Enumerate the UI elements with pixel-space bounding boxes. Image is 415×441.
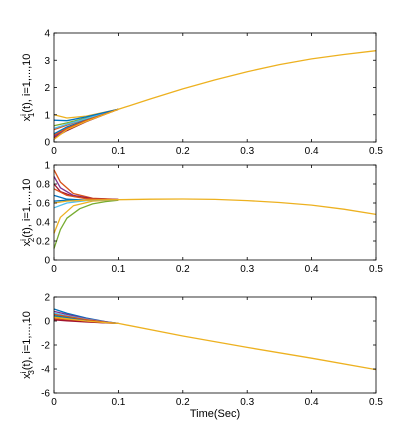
x-axis-label: Time(Sec) <box>190 408 240 420</box>
y-tick-label: 2 <box>44 83 50 94</box>
y-tick-label: 0 <box>44 256 50 267</box>
y-tick-label: 0.2 <box>36 237 50 248</box>
x-tick-label: 0.1 <box>111 146 125 157</box>
y-tick-label: 3 <box>44 56 50 67</box>
y-tick-label: 0 <box>44 317 50 328</box>
y-tick-label: 4 <box>44 29 50 40</box>
x-tick-label: 0.3 <box>240 146 254 157</box>
y-axis-label-2: xi2(t), i=1,...,10 <box>19 179 36 247</box>
y-tick-label: 1 <box>44 161 50 172</box>
x-tick-label: 0.4 <box>305 264 319 275</box>
y-tick-label: -2 <box>41 341 50 352</box>
x-tick-label: 0.1 <box>111 264 125 275</box>
x-tick-label: 0.5 <box>369 397 383 408</box>
y-tick-label: 0.4 <box>36 218 50 229</box>
y-tick-label: -4 <box>41 365 50 376</box>
series-line-3-10 <box>53 316 377 371</box>
y-tick-label: -6 <box>41 389 50 400</box>
axes-frame-1 <box>53 32 377 143</box>
subplot-1: 0 0.1 0.2 0.3 0.4 0.5 0 1 2 3 4 xi1(t), i=1,...,10 <box>19 29 383 158</box>
x-tick-label: 0.1 <box>111 397 125 408</box>
x-tick-label: 0.5 <box>369 264 383 275</box>
y-tick-label: 0 <box>44 138 50 149</box>
y-axis-label-3: xi3(t), i=1,...,10 <box>19 311 36 379</box>
series-line-1-10 <box>53 50 377 140</box>
y-axis-label-1: xi1(t), i=1,...,10 <box>19 54 36 122</box>
axes-frame-2 <box>53 164 377 261</box>
y-tick-label: 1 <box>44 110 50 121</box>
series-line-2-9 <box>53 188 119 201</box>
x-tick-label: 0 <box>51 264 57 275</box>
x-tick-label: 0.4 <box>305 146 319 157</box>
series-line-2-5 <box>53 199 119 249</box>
series-line-2-4 <box>53 176 119 201</box>
x-tick-label: 0.3 <box>240 264 254 275</box>
y-tick-label: 2 <box>44 293 50 304</box>
x-tick-label: 0.2 <box>176 146 190 157</box>
x-tick-label: 0 <box>51 397 57 408</box>
subplot-2: 0 0.1 0.2 0.3 0.4 0.5 0 0.2 0.4 0.6 0.8 1 xi2(t), i=… <box>19 161 383 276</box>
x-tick-label: 0.5 <box>369 146 383 157</box>
subplot-3: 0 0.1 0.2 0.3 0.4 0.5 -6 -4 -2 0 2 xi3(t), i=1,...,… <box>19 293 383 421</box>
series-line-1-8 <box>53 108 119 122</box>
x-tick-label: 0.3 <box>240 397 254 408</box>
x-tick-label: 0 <box>51 146 57 157</box>
series-line-2-10 <box>53 198 377 216</box>
x-tick-label: 0.2 <box>176 264 190 275</box>
series-line-2-2 <box>53 169 119 201</box>
x-tick-label: 0.4 <box>305 397 319 408</box>
x-tick-label: 0.2 <box>176 397 190 408</box>
axes-frame-3 <box>53 296 377 394</box>
y-tick-label: 0.8 <box>36 180 50 191</box>
y-tick-label: 0.6 <box>36 199 50 210</box>
